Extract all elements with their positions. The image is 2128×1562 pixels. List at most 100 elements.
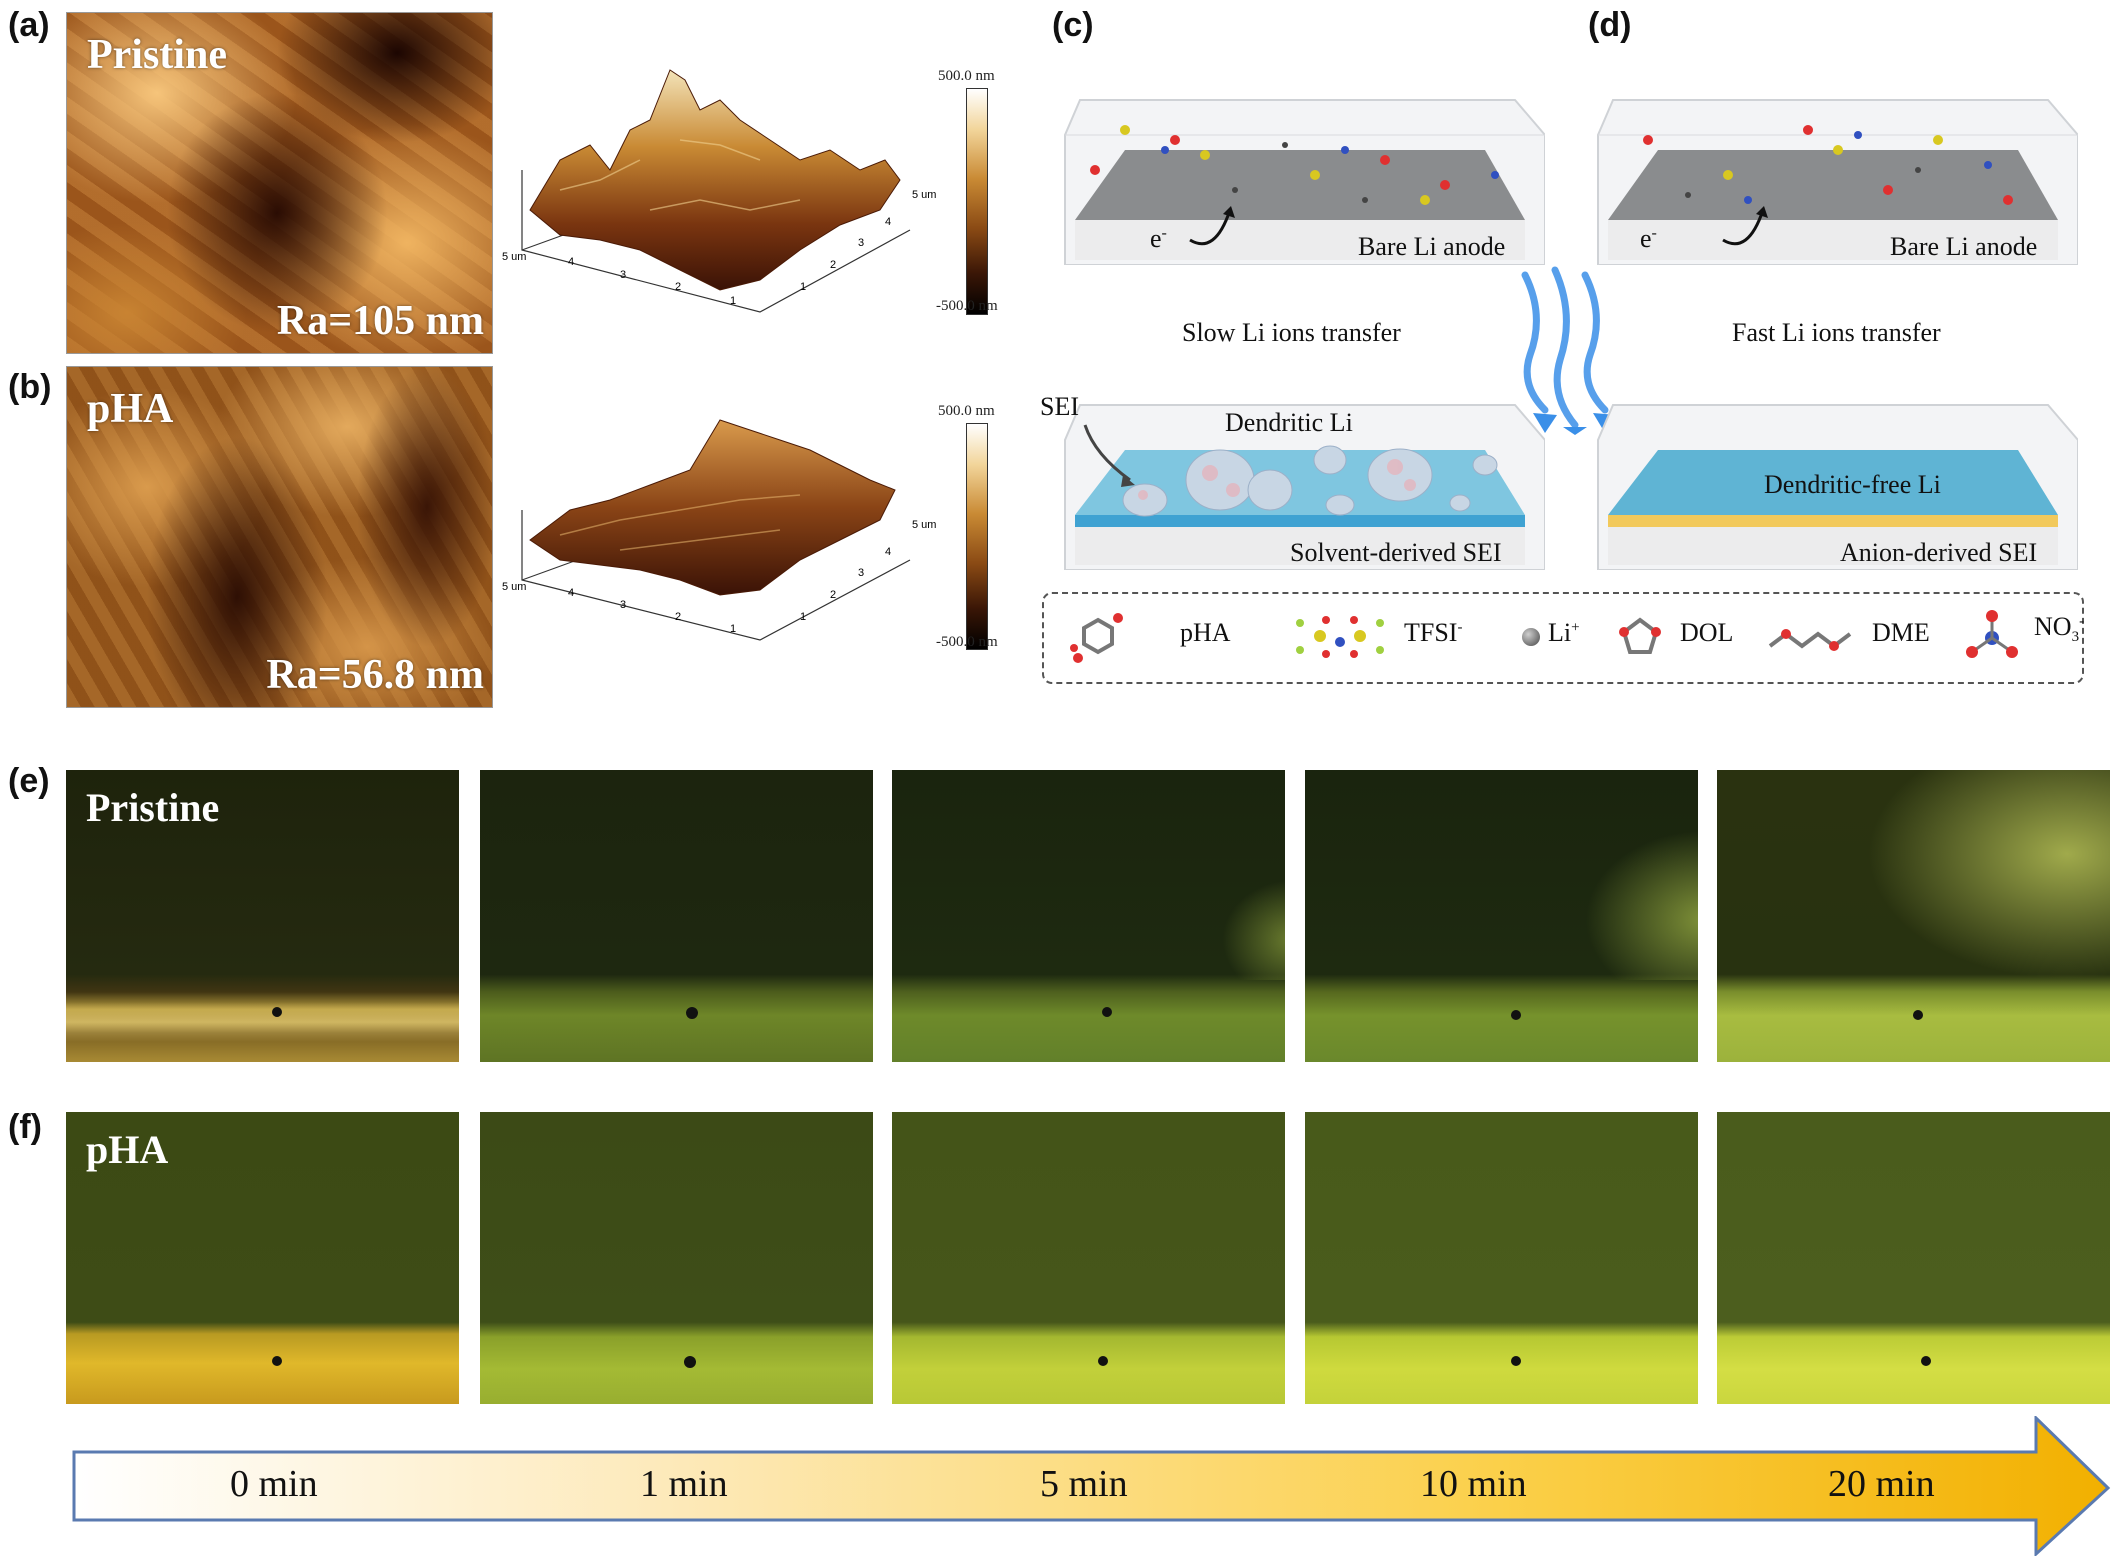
afm-pha-3d-surface: 5 um 5 um 4 3 2 1 1 2 3 4 (502, 419, 936, 641)
dendritic-li-label: Dendritic Li (1225, 408, 1353, 437)
legend-li-text: Li (1548, 618, 1572, 647)
afm-a-axis-unit-left: 5 um (502, 251, 526, 263)
dendritic-free-label: Dendritic-free Li (1764, 470, 1941, 499)
dark-spot (684, 1356, 696, 1368)
legend-dme: DME (1872, 618, 1930, 647)
sei-label: SEI (1040, 392, 1079, 421)
dme-molecule-icon (1768, 629, 1852, 651)
afm-a-axis-unit-right: 5 um (912, 189, 936, 201)
dark-spot (272, 1007, 282, 1017)
legend-tfsi: TFSI- (1404, 618, 1462, 648)
afm-pha-roughness: Ra=56.8 nm (266, 652, 484, 698)
micro-pha-0min: pHA (66, 1112, 459, 1404)
reflection-band (66, 1002, 459, 1042)
dendrite-growth (1585, 830, 1698, 980)
dark-spot (1913, 1010, 1923, 1020)
micro-pha-1min (480, 1112, 873, 1404)
timeline-arrow-icon (72, 1416, 2111, 1556)
afm-b-tick: 4 (885, 546, 891, 558)
anion-sei-label: Anion-derived SEI (1840, 538, 2038, 567)
afm-b-axis-unit-left: 5 um (502, 581, 526, 593)
panel-label-a: (a) (8, 6, 50, 44)
schematic-c-electron: e- (1150, 224, 1167, 254)
scale-bar-b (966, 423, 988, 650)
scale-b-top: 500.0 nm (938, 403, 995, 419)
afm-pristine-title: Pristine (87, 32, 227, 78)
micro-pristine-label: Pristine (86, 785, 220, 830)
dark-spot (686, 1007, 698, 1019)
legend-li-charge: + (1571, 619, 1580, 636)
electron-charge: - (1651, 224, 1657, 242)
legend-no3-text: NO (2034, 612, 2072, 641)
schematic-c-bare-anode (1064, 99, 1545, 265)
afm-pristine-roughness: Ra=105 nm (276, 298, 484, 344)
dendrite-growth (1867, 770, 2110, 980)
afm-a-tick: 2 (675, 281, 681, 293)
micro-pristine-1min (480, 770, 873, 1062)
schematic-c-anode-label: Bare Li anode (1358, 232, 1506, 261)
panel-label-f: (f) (8, 1108, 42, 1146)
afm-pha-title: pHA (87, 386, 174, 432)
blue-flow-arrows-icon (1521, 266, 1617, 435)
li-ion-icon (1522, 628, 1540, 646)
legend-tfsi-text: TFSI (1404, 618, 1458, 647)
solvent-sei-label: Solvent-derived SEI (1290, 538, 1502, 567)
legend-tfsi-charge: - (1457, 619, 1463, 636)
time-label-1: 1 min (640, 1463, 728, 1505)
afm-pristine-3d-surface: 5 um 5 um 4 3 2 1 1 2 3 4 (502, 69, 936, 313)
scale-a-top: 500.0 nm (938, 68, 995, 84)
panel-label-e: (e) (8, 762, 50, 800)
dark-spot (1511, 1356, 1521, 1366)
molecule-legend: pHA TFSI- Li+ DOL DME NO3- (1042, 592, 2084, 684)
dark-spot (1098, 1356, 1108, 1366)
afm-a-tick: 4 (568, 256, 574, 268)
slow-transfer-caption: Slow Li ions transfer (1182, 318, 1401, 347)
schematic-d-electron: e- (1640, 224, 1657, 254)
time-label-2: 5 min (1040, 1463, 1128, 1505)
legend-li: Li+ (1548, 618, 1580, 648)
afm-b-axis-unit-right: 5 um (912, 519, 936, 531)
dark-spot (1102, 1007, 1112, 1017)
time-label-3: 10 min (1420, 1463, 1527, 1505)
dendrite-growth (1222, 880, 1285, 980)
afm-a-tick: 1 (800, 281, 806, 293)
legend-dol: DOL (1680, 618, 1734, 647)
afm-a-tick: 4 (885, 216, 891, 228)
afm-a-tick: 3 (858, 237, 864, 249)
panel-label-c: (c) (1052, 6, 1094, 44)
dark-spot (272, 1356, 282, 1366)
afm-b-tick: 3 (620, 599, 626, 611)
micro-pha-10min (1305, 1112, 1698, 1404)
time-label-0: 0 min (230, 1463, 318, 1505)
no3-molecule-icon (1966, 610, 2018, 658)
legend-pha: pHA (1180, 618, 1231, 647)
micro-pha-20min (1717, 1112, 2110, 1404)
schematic-c-dendritic-li (1064, 404, 1545, 570)
afm-pha-image: pHA Ra=56.8 nm (66, 366, 493, 708)
afm-a-tick: 3 (620, 269, 626, 281)
legend-no3-subscript: 3 (2071, 629, 2080, 646)
legend-no3: NO3- (2034, 612, 2084, 646)
fast-transfer-caption: Fast Li ions transfer (1732, 318, 1941, 347)
afm-a-tick: 1 (730, 295, 736, 307)
afm-a-tick: 2 (830, 259, 836, 271)
electron-symbol: e (1150, 224, 1162, 253)
dark-spot (1921, 1356, 1931, 1366)
afm-pristine-image: Pristine Ra=105 nm (66, 12, 493, 354)
panel-label-d: (d) (1588, 6, 1632, 44)
time-label-4: 20 min (1828, 1463, 1935, 1505)
electron-charge: - (1161, 224, 1167, 242)
legend-no3-charge: - (2079, 613, 2085, 630)
afm-b-tick: 1 (800, 611, 806, 623)
scale-a-bottom: -500.0 nm (936, 298, 998, 314)
schematic-d-bare-anode (1597, 99, 2078, 265)
afm-b-tick: 2 (830, 589, 836, 601)
panel-label-b: (b) (8, 368, 52, 406)
afm-b-tick: 4 (568, 587, 574, 599)
pha-molecule-icon (1070, 613, 1123, 663)
scale-b-bottom: -500.0 nm (936, 634, 998, 650)
afm-b-tick: 2 (675, 611, 681, 623)
dol-molecule-icon (1619, 617, 1661, 654)
schematic-d-anode-label: Bare Li anode (1890, 232, 2038, 261)
afm-b-tick: 3 (858, 567, 864, 579)
